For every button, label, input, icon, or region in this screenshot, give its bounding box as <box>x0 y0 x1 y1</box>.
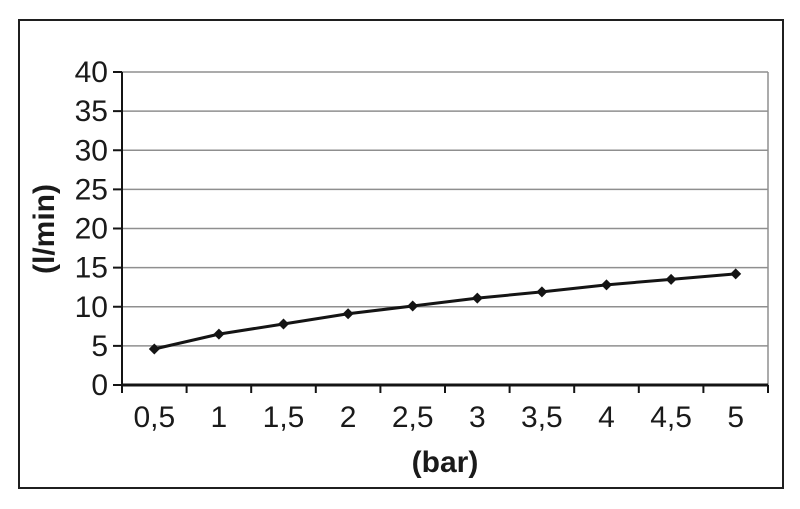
x-tick-label: 1,5 <box>263 401 305 434</box>
x-tick-label: 2,5 <box>392 401 434 434</box>
y-tick-label: 35 <box>75 95 108 128</box>
y-tick-label: 5 <box>91 330 108 363</box>
y-gridlines <box>122 71 769 385</box>
y-tick-label: 25 <box>75 173 108 206</box>
x-tick-label: 0,5 <box>133 401 175 434</box>
x-tick-labels: 0,5 1 1,5 2 2,5 3 3,5 4 4,5 5 <box>133 401 744 434</box>
data-point-diamond <box>213 328 225 340</box>
y-tick-label: 15 <box>75 252 108 285</box>
data-point-diamond <box>342 308 354 320</box>
series-line <box>153 272 736 351</box>
series-markers <box>148 268 742 355</box>
y-tick-label: 40 <box>75 56 108 89</box>
flow-curve-line <box>153 272 736 351</box>
data-point-diamond <box>148 343 160 355</box>
y-tick-label: 10 <box>75 291 108 324</box>
data-point-diamond <box>407 300 419 312</box>
y-tick-label: 30 <box>75 134 108 167</box>
data-point-diamond <box>601 279 612 291</box>
x-tick-label: 3,5 <box>521 401 563 434</box>
x-tick-label: 4 <box>598 401 615 434</box>
y-axis-title: (l/min) <box>28 184 61 274</box>
data-point-diamond <box>536 286 548 298</box>
data-point-diamond <box>665 273 677 285</box>
data-point-diamond <box>730 268 742 280</box>
x-tick-label: 4,5 <box>650 401 692 434</box>
x-tick-label: 5 <box>727 401 744 434</box>
data-point-diamond <box>278 318 289 330</box>
axes <box>121 72 768 387</box>
x-axis-title: (bar) <box>412 446 479 479</box>
x-tick-label: 2 <box>340 401 357 434</box>
x-tick-label: 1 <box>211 401 228 434</box>
x-tick-label: 3 <box>469 401 486 434</box>
y-tick-marks <box>113 71 122 386</box>
data-point-diamond <box>471 292 483 304</box>
y-tick-label: 0 <box>91 369 108 402</box>
chart-frame <box>18 19 784 489</box>
y-tick-label: 20 <box>75 213 108 246</box>
y-tick-labels: 0 5 10 15 20 25 30 35 40 <box>75 56 108 402</box>
